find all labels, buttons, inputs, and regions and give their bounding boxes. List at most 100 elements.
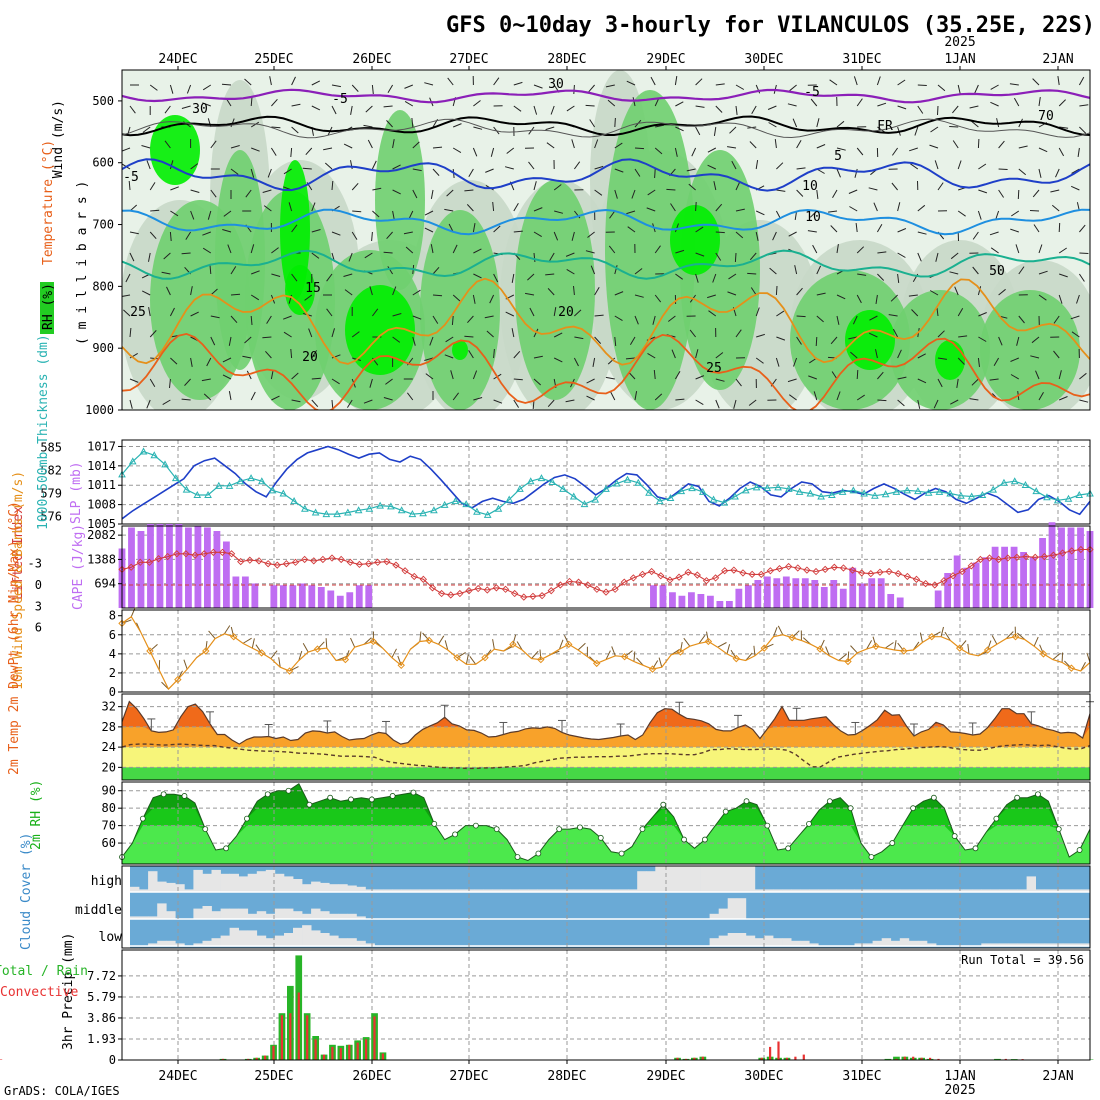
lifted-index-point [821,565,829,574]
wind-barb [715,352,724,359]
wind-barb [424,82,434,86]
cloud-high-bar [1026,876,1036,892]
precip-label: 3hr Precip (mm) [61,933,76,1050]
wind-barb [392,189,401,195]
wind10m-barb [149,644,158,652]
wind-barb [406,392,414,401]
contour-label: 15 [305,281,321,296]
wind10m-barb [444,640,449,651]
cape-bar [650,585,657,608]
thickness-point [677,487,686,495]
wind10m-barb [298,650,303,661]
cloud-middle-bar [220,908,230,919]
wind-barb [892,328,899,338]
lifted-index-point [328,554,336,562]
wind-barb [446,189,454,197]
cloud-high-bar [990,889,1000,892]
cloud-high-bar [220,873,230,892]
cloud-high-bar [202,873,212,892]
wind-barb [372,187,382,191]
cape-bar [1067,527,1075,608]
wind-barb [614,291,624,296]
wind-barb [654,147,663,155]
wind-barb [464,189,474,192]
wind-barb [768,122,777,128]
thickness-point [612,479,621,487]
wind-barb [627,226,636,233]
lifted-index-point [1004,554,1012,562]
wind-barb [810,98,818,107]
date-label: 31DEC [842,52,881,67]
wind-barb [897,105,907,110]
lifted-index-point [474,584,482,593]
cloud-low-bar [764,935,774,946]
wind-barb [149,231,157,240]
lifted-index-point [794,564,802,572]
wind-barb [832,189,838,199]
thickness-point [849,486,858,494]
wind-barb [614,336,617,347]
wind-barb [566,268,575,275]
wind-barb [836,244,839,254]
wind-barb [230,315,238,324]
wind-barb [169,231,172,242]
wind-barb [816,144,826,149]
wind10m-barb [208,630,216,639]
wind10m-point [732,654,741,663]
wind-barb [326,308,333,317]
wind-barb [977,210,982,220]
wind-barb [369,286,373,296]
cape-bar [678,595,686,608]
precip-conv-bar [280,1015,283,1060]
wind-barb [971,378,979,386]
wind-barb [486,330,494,338]
cloud-low-bar [148,943,158,946]
tick-label: 1011 [87,478,116,492]
wind-barb [897,273,900,283]
wind-barb [957,84,961,94]
wind-barb [998,336,1003,346]
cloud-high-bar [664,866,674,892]
wind10m-barb [205,641,208,652]
wind-barb [262,336,272,339]
rh2m-point [327,794,334,801]
wind-barb [190,189,200,193]
wind-barb [930,126,939,133]
cape-bar [166,524,173,608]
lifted-index-point [273,561,281,569]
wind-barb [230,168,239,175]
wind10m-barb [183,659,188,670]
lifted-index-point [830,563,838,571]
cloud-high-bar [718,866,729,892]
cloud-low-bar [863,943,873,946]
wind-barb [271,273,281,277]
wind-barb [392,210,395,220]
wind-barb [346,399,353,408]
wind-barb [146,399,151,409]
wind-barb [513,203,519,212]
wind-barb [969,105,979,109]
wind-barb [190,286,193,296]
wind10m-barb [350,637,356,648]
date-label: 2JAN [1042,1069,1073,1084]
cloud-low-bar [1017,943,1027,946]
wind10m-point [844,657,852,666]
cloud-low-bar [1026,943,1036,946]
thickness-point [1021,481,1030,489]
cape-bar [669,592,676,608]
wind10m-barb [919,632,923,643]
lifted-index-point [337,555,345,564]
cloud-high-bar [465,889,475,892]
wind-barb [392,286,397,296]
wind-barb [594,139,599,149]
wind-barb [430,189,434,199]
precip-conv-bar [895,1058,898,1060]
wind10m-point [760,644,768,652]
thickness-point [365,504,374,512]
wind-barb [812,244,818,254]
cloud-middle-bar [247,913,258,919]
cloud-high-bar [619,889,629,892]
wind10m-barb [1039,644,1044,655]
precip-conv-bar [221,1058,225,1060]
wind10m-point [397,661,405,670]
